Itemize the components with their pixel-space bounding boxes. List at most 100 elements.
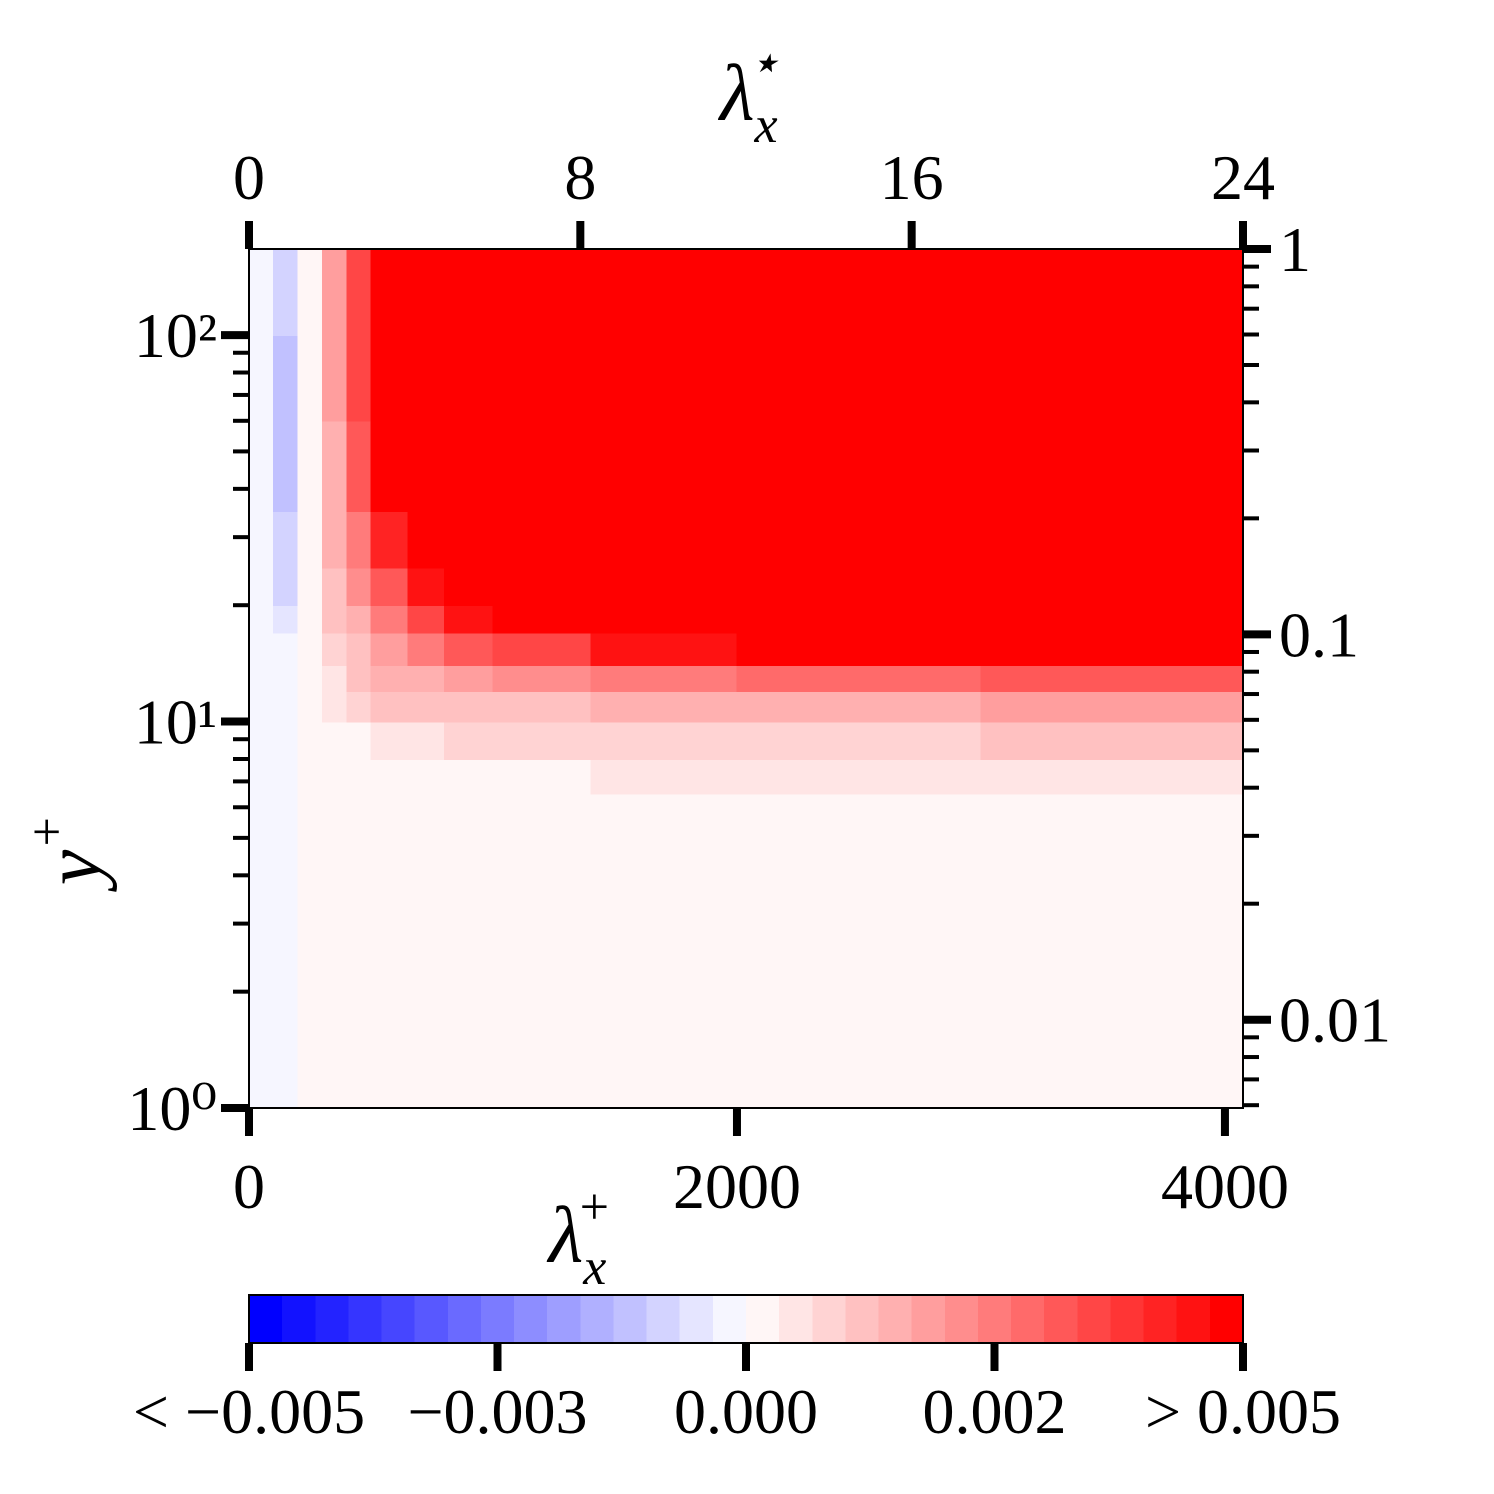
contour-cell: [273, 758, 299, 795]
contour-cell: [321, 721, 348, 760]
label-sub: x: [582, 1239, 606, 1296]
contour-cell: [736, 690, 982, 723]
contour-cell: [590, 334, 738, 422]
y2-tick-label: 1: [1279, 214, 1311, 285]
colorbar-segment: [547, 1295, 581, 1343]
colorbar-segment: [646, 1295, 681, 1343]
contour-cell: [249, 721, 275, 760]
contour-cell: [346, 690, 372, 723]
contour-cell: [321, 334, 348, 422]
x-tick-label: 0: [233, 1151, 265, 1222]
x-tick-label: 4000: [1161, 1151, 1289, 1222]
contour-cell: [443, 923, 494, 1108]
contour-cell: [346, 334, 372, 422]
colorbar-segment: [712, 1295, 747, 1343]
colorbar-segment: [315, 1295, 349, 1343]
x2-tick-label: 8: [564, 142, 596, 213]
contour-cell: [321, 420, 348, 513]
contour-cell: [736, 334, 982, 422]
label-sup: +: [19, 815, 76, 850]
label-base: λ: [718, 50, 755, 138]
colorbar-segment: [812, 1295, 846, 1343]
contour-cell: [980, 604, 1243, 634]
contour-cell: [297, 510, 324, 569]
x-tick-label: 2000: [673, 1151, 801, 1222]
contour-cell: [297, 604, 324, 634]
contour-cell: [407, 758, 446, 795]
contour-cell: [249, 793, 275, 839]
y2-tick-label: 0.1: [1279, 599, 1359, 670]
label-base: λ: [547, 1192, 584, 1280]
contour-cell: [443, 510, 494, 569]
contour-cell: [346, 721, 372, 760]
contour-cell: [980, 690, 1243, 723]
contour-cell: [273, 420, 299, 513]
contour-cell: [370, 567, 409, 607]
contour-cell: [346, 923, 372, 1108]
contour-cell: [249, 249, 275, 336]
contour-cell: [249, 510, 275, 569]
contour-cell: [736, 510, 982, 569]
contour-cell: [492, 510, 592, 569]
contour-cell: [321, 793, 348, 839]
contour-cell: [273, 334, 299, 422]
contour-cell: [297, 690, 324, 723]
x2-tick-label: 16: [880, 142, 944, 213]
contour-cell: [407, 837, 446, 925]
contour-cell: [297, 664, 324, 692]
contour-cell: [590, 837, 738, 925]
y-tick-label: 10¹: [134, 687, 217, 758]
contour-cell: [407, 604, 446, 634]
contour-cell: [736, 721, 982, 760]
colorbar-segment: [944, 1295, 979, 1343]
contour-cell: [346, 664, 372, 692]
contour-cell: [980, 334, 1243, 422]
plot-frame: [248, 248, 1244, 1109]
contour-cell: [370, 664, 409, 692]
colorbar-tick-label: −0.003: [407, 1376, 587, 1447]
contour-cell: [492, 758, 592, 795]
contour-cell: [321, 758, 348, 795]
contour-cell: [980, 721, 1243, 760]
contour-cell: [443, 793, 494, 839]
contour-cell: [590, 923, 738, 1108]
contour-cell: [297, 567, 324, 607]
contour-cell: [590, 249, 738, 336]
contour-cell: [590, 632, 738, 666]
contour-cell: [249, 334, 275, 422]
contour-cell: [980, 793, 1243, 839]
colorbar-segment: [679, 1295, 714, 1343]
contour-cell: [370, 510, 409, 569]
contour-cell: [249, 604, 275, 634]
colorbar: [249, 1295, 1244, 1343]
contour-cell: [443, 604, 494, 634]
colorbar-tick-label: 0.002: [923, 1376, 1067, 1447]
contour-cell: [321, 923, 348, 1108]
colorbar-tick-label: 0.000: [674, 1376, 818, 1447]
contour-cell: [443, 758, 494, 795]
colorbar-segment: [381, 1295, 416, 1343]
contour-cell: [370, 793, 409, 839]
contour-cell: [321, 604, 348, 634]
contour-cell: [249, 420, 275, 513]
contour-cell: [273, 510, 299, 569]
contour-cell: [273, 632, 299, 666]
y-tick-label: 10²: [134, 300, 217, 371]
contour-cell: [736, 420, 982, 513]
contour-cell: [370, 923, 409, 1108]
contour-cell: [407, 567, 446, 607]
contour-cell: [346, 249, 372, 336]
contour-cell: [346, 632, 372, 666]
contour-cell: [443, 567, 494, 607]
contour-cell: [297, 758, 324, 795]
contour-cell: [443, 664, 494, 692]
colorbar-segment: [613, 1295, 648, 1343]
x2-axis-label: λx⋆: [718, 35, 780, 154]
colorbar-segment: [1011, 1295, 1045, 1343]
colorbar-segment: [878, 1295, 913, 1343]
colorbar-segment: [447, 1295, 482, 1343]
contour-cell: [407, 249, 446, 336]
contour-cell: [321, 567, 348, 607]
colorbar-segment: [779, 1295, 813, 1343]
